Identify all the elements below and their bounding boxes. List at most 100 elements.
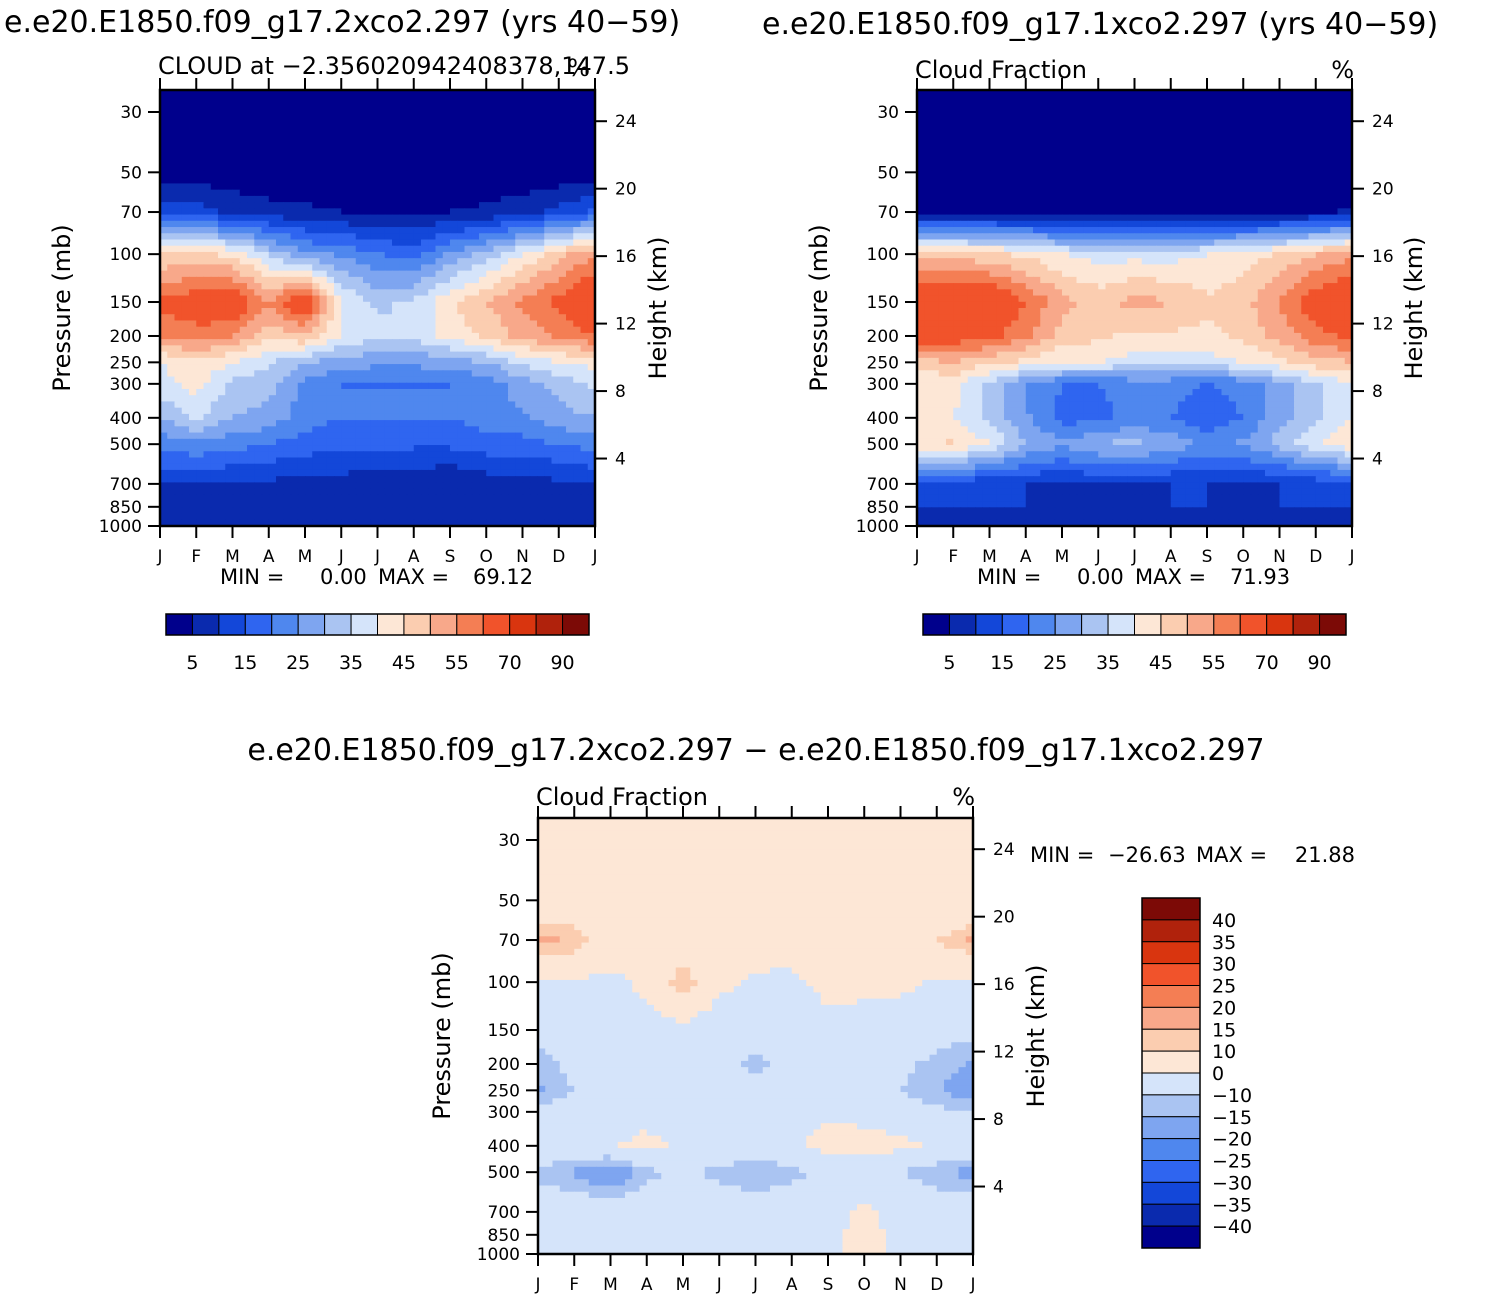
contour-cell xyxy=(240,96,248,103)
contour-cell xyxy=(414,146,422,153)
contour-cell xyxy=(414,127,422,134)
contour-cell xyxy=(1338,134,1346,141)
panel-a-max-label: MAX = xyxy=(378,565,449,589)
contour-cell xyxy=(298,252,306,259)
contour-cell xyxy=(204,358,212,365)
contour-cell xyxy=(552,377,560,384)
contour-cell xyxy=(1062,146,1070,153)
contour-cell xyxy=(247,258,255,265)
contour-cell xyxy=(450,277,458,284)
contour-cell xyxy=(233,314,241,321)
contour-cell xyxy=(233,171,241,178)
contour-cell xyxy=(320,146,328,153)
contour-cell xyxy=(508,489,516,496)
contour-cell xyxy=(436,383,444,390)
contour-cell xyxy=(997,96,1005,103)
contour-cell xyxy=(443,507,451,514)
contour-cell xyxy=(356,246,364,253)
contour-cell xyxy=(305,177,313,184)
contour-cell xyxy=(479,327,487,334)
contour-cell xyxy=(196,383,204,390)
contour-cell xyxy=(1055,127,1063,134)
contour-cell xyxy=(428,171,436,178)
contour-cell xyxy=(946,121,954,128)
contour-cell xyxy=(457,339,465,346)
contour-cell xyxy=(167,395,175,402)
contour-cell xyxy=(392,327,400,334)
contour-cell xyxy=(407,420,415,427)
contour-cell xyxy=(537,165,545,172)
contour-cell xyxy=(363,383,371,390)
contour-cell xyxy=(312,327,320,334)
contour-cell xyxy=(283,215,291,222)
contour-cell xyxy=(573,283,581,290)
contour-cell xyxy=(1185,134,1193,141)
contour-cell xyxy=(233,233,241,240)
contour-cell xyxy=(225,277,233,284)
contour-cell xyxy=(508,358,516,365)
contour-cell xyxy=(573,246,581,253)
contour-cell xyxy=(175,514,183,521)
contour-cell xyxy=(305,395,313,402)
contour-cell xyxy=(254,414,262,421)
contour-cell xyxy=(334,308,342,315)
contour-cell xyxy=(399,115,407,122)
contour-cell xyxy=(218,302,226,309)
contour-cell xyxy=(523,414,531,421)
contour-cell xyxy=(305,258,313,265)
contour-cell xyxy=(414,383,422,390)
contour-cell xyxy=(356,196,364,203)
contour-cell xyxy=(457,140,465,147)
contour-cell xyxy=(399,134,407,141)
contour-cell xyxy=(312,501,320,508)
contour-cell xyxy=(305,439,313,446)
contour-cell xyxy=(291,202,299,209)
contour-cell xyxy=(225,377,233,384)
contour-cell xyxy=(457,501,465,508)
contour-cell xyxy=(225,115,233,122)
contour-cell xyxy=(486,464,494,471)
contour-cell xyxy=(370,202,378,209)
contour-cell xyxy=(298,127,306,134)
contour-cell xyxy=(399,401,407,408)
contour-cell xyxy=(218,426,226,433)
contour-cell xyxy=(341,302,349,309)
contour-cell xyxy=(961,102,969,109)
contour-cell xyxy=(494,352,502,359)
colorbar-swatch xyxy=(351,614,377,635)
contour-cell xyxy=(276,140,284,147)
contour-cell xyxy=(537,358,545,365)
contour-cell xyxy=(254,171,262,178)
contour-cell xyxy=(472,96,480,103)
contour-cell xyxy=(1026,159,1034,166)
contour-cell xyxy=(515,159,523,166)
contour-cell xyxy=(443,495,451,502)
contour-cell xyxy=(443,140,451,147)
contour-cell xyxy=(537,146,545,153)
contour-cell xyxy=(552,364,560,371)
contour-cell xyxy=(204,109,212,116)
contour-cell xyxy=(175,283,183,290)
contour-cell xyxy=(537,302,545,309)
contour-cell xyxy=(421,127,429,134)
contour-cell xyxy=(1033,134,1041,141)
contour-cell xyxy=(1011,96,1019,103)
contour-cell xyxy=(566,159,574,166)
contour-cell xyxy=(573,233,581,240)
contour-cell xyxy=(276,464,284,471)
contour-cell xyxy=(1280,115,1288,122)
contour-cell xyxy=(494,159,502,166)
contour-cell xyxy=(276,215,284,222)
contour-cell xyxy=(334,283,342,290)
contour-cell xyxy=(327,352,335,359)
contour-cell xyxy=(486,183,494,190)
contour-cell xyxy=(472,215,480,222)
contour-cell xyxy=(1309,109,1317,116)
contour-cell xyxy=(443,171,451,178)
contour-cell xyxy=(370,271,378,278)
contour-cell xyxy=(581,476,589,483)
contour-cell xyxy=(218,352,226,359)
contour-cell xyxy=(399,464,407,471)
contour-cell xyxy=(240,445,248,452)
contour-cell xyxy=(233,352,241,359)
